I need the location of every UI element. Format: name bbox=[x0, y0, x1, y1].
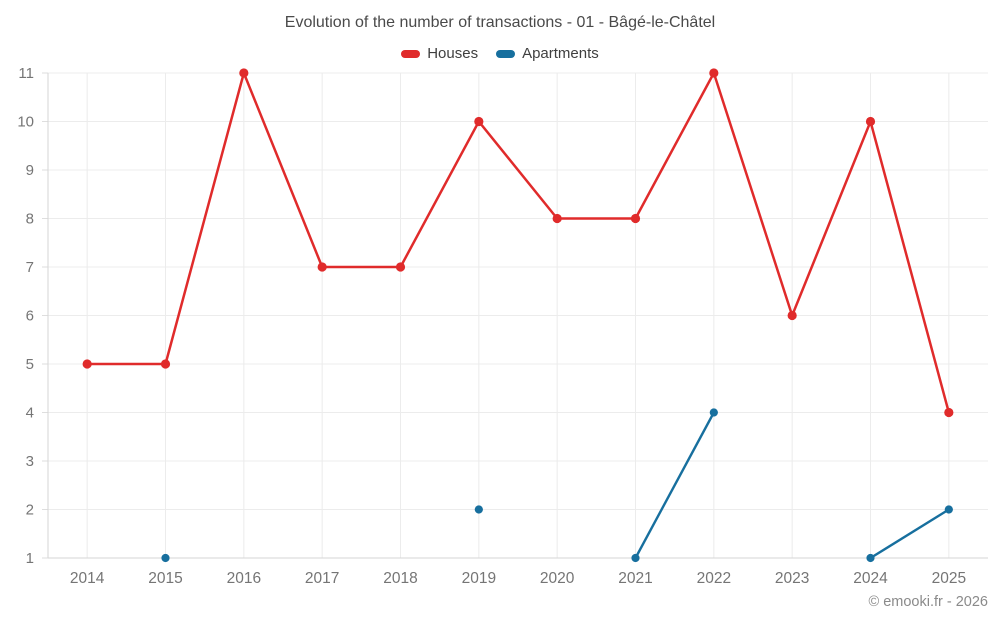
legend-label-apartments: Apartments bbox=[522, 45, 599, 62]
data-point[interactable] bbox=[395, 262, 406, 272]
legend-label-houses: Houses bbox=[427, 45, 479, 62]
data-point[interactable] bbox=[630, 213, 641, 224]
chart-title: Evolution of the number of transactions … bbox=[284, 14, 716, 31]
data-point[interactable] bbox=[474, 505, 483, 514]
y-axis-tick-label: 1 bbox=[26, 550, 34, 567]
x-axis-tick-label: 2014 bbox=[70, 570, 105, 587]
y-axis-tick-label: 5 bbox=[26, 356, 34, 373]
chart-canvas: 1 2 3 4 5 6 7 8 9 10 11 2014 2015 2016 2017 2018 2019 202… bbox=[17, 65, 988, 587]
data-point[interactable] bbox=[552, 213, 562, 224]
data-point[interactable] bbox=[161, 553, 170, 563]
x-axis-tick-label: 2017 bbox=[305, 570, 339, 587]
series-line bbox=[634, 411, 715, 559]
y-axis-tick-label: 3 bbox=[26, 453, 34, 470]
series-apartments bbox=[161, 408, 953, 563]
x-axis-tick-label: 2021 bbox=[618, 570, 652, 587]
gridlines: 1 2 3 4 5 6 7 8 9 10 11 2014 2015 2016 2017 2018 2019 202… bbox=[17, 65, 988, 587]
y-axis-tick-label: 7 bbox=[26, 259, 34, 276]
y-axis-tick-label: 8 bbox=[26, 211, 34, 228]
x-axis-tick-label: 2020 bbox=[540, 570, 575, 587]
apartments-swatch-icon bbox=[496, 49, 516, 58]
series-line bbox=[87, 71, 951, 413]
y-axis-tick-label: 11 bbox=[18, 65, 34, 82]
data-point[interactable] bbox=[944, 505, 953, 514]
data-point[interactable] bbox=[317, 262, 327, 272]
data-point[interactable] bbox=[239, 68, 249, 78]
x-axis-tick-label: 2019 bbox=[462, 570, 496, 587]
data-point[interactable] bbox=[866, 553, 875, 563]
data-point[interactable] bbox=[787, 310, 797, 321]
series-houses bbox=[82, 68, 954, 418]
chart-legend: Houses Apartments bbox=[0, 45, 1000, 62]
legend-item-apartments[interactable]: Apartments bbox=[496, 45, 599, 62]
copyright-text: © emooki.fr - 2026 bbox=[868, 594, 988, 610]
y-axis-tick-label: 6 bbox=[26, 308, 34, 325]
y-axis-tick-label: 9 bbox=[26, 162, 34, 179]
data-point[interactable] bbox=[709, 408, 718, 417]
series-line bbox=[869, 508, 950, 560]
y-axis-tick-label: 2 bbox=[26, 502, 34, 519]
data-point[interactable] bbox=[82, 359, 92, 369]
x-axis-tick-label: 2018 bbox=[383, 570, 417, 587]
data-point[interactable] bbox=[709, 68, 719, 78]
data-point[interactable] bbox=[474, 116, 484, 127]
data-point[interactable] bbox=[631, 553, 640, 563]
x-axis-tick-label: 2025 bbox=[932, 570, 966, 587]
x-axis-tick-label: 2023 bbox=[775, 570, 809, 587]
x-axis-tick-label: 2016 bbox=[227, 570, 261, 587]
x-axis-tick-label: 2015 bbox=[148, 570, 182, 587]
data-point[interactable] bbox=[944, 407, 954, 418]
x-axis-tick-label: 2024 bbox=[853, 570, 888, 587]
y-axis-tick-label: 10 bbox=[17, 114, 34, 131]
houses-swatch-icon bbox=[401, 49, 421, 58]
legend-item-houses[interactable]: Houses bbox=[401, 45, 478, 62]
y-axis-tick-label: 4 bbox=[26, 405, 34, 422]
data-point[interactable] bbox=[160, 359, 171, 369]
data-point[interactable] bbox=[865, 116, 876, 127]
x-axis-tick-label: 2022 bbox=[697, 570, 731, 587]
